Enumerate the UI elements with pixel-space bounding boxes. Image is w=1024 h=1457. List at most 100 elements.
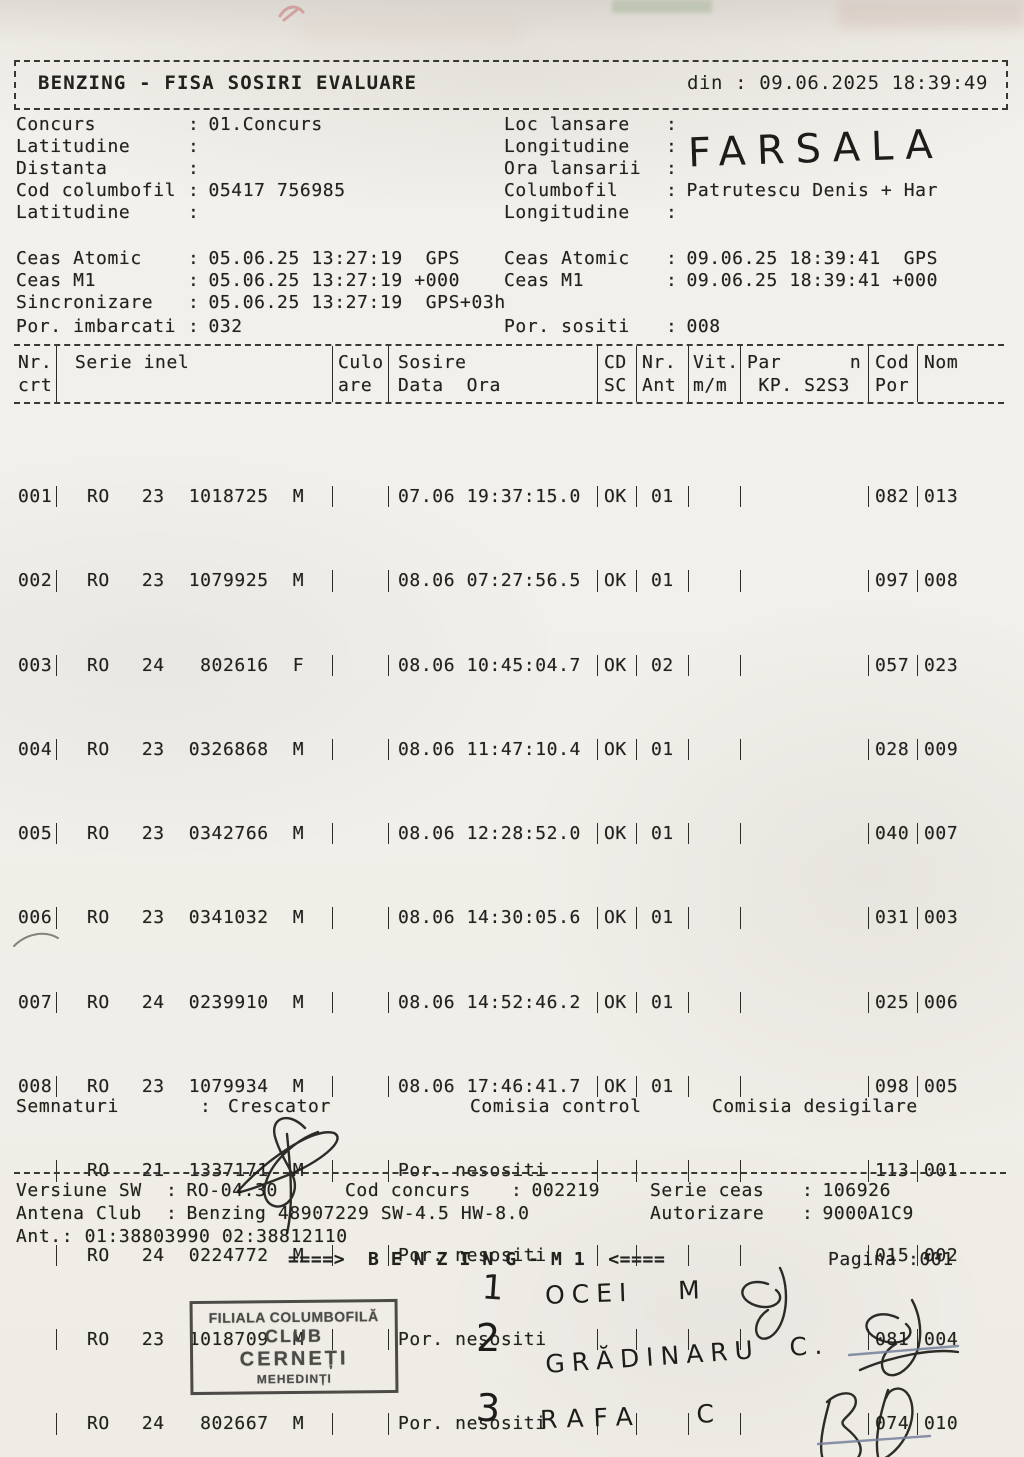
cell-nr-crt bbox=[14, 1160, 57, 1182]
committee-number-1: 1 bbox=[480, 1267, 506, 1309]
semnaturi-colon: : bbox=[200, 1096, 212, 1117]
stamp-line1: FILIALA COLUMBOFILĂ bbox=[208, 1307, 379, 1326]
por-imbarcati: Por. imbarcati:032 bbox=[16, 316, 243, 337]
antene-numbers-line: Ant.: 01:38803990 02:38812110 bbox=[16, 1226, 348, 1247]
versiune-sw-line: Versiune SW: RO-04.30 bbox=[16, 1180, 278, 1201]
cell-sosire: 08.06 11:47:10.4 bbox=[389, 738, 598, 761]
cell-nr-crt: 004 bbox=[14, 738, 57, 761]
cell-cd-sc: OK bbox=[598, 738, 637, 761]
table-body: 001 RO 23 1018725 M 07.06 19:37:15.0 OK 01 … bbox=[14, 402, 1004, 1457]
cell-nr-crt: 006 bbox=[14, 907, 57, 929]
crescator-label: Crescator bbox=[228, 1096, 331, 1117]
cell-serie-inel: RO 23 1079925 M bbox=[57, 570, 333, 592]
cell-cod-por: 028 bbox=[869, 738, 918, 761]
info-line-latitudine2: Latitudine: bbox=[16, 202, 200, 223]
cell-par bbox=[741, 738, 869, 761]
cell-sosire: 08.06 17:46:41.7 bbox=[389, 1076, 598, 1098]
cell-sosire: 08.06 14:30:05.6 bbox=[389, 907, 598, 929]
stamp-line4: MEHEDINȚI bbox=[256, 1371, 332, 1386]
cell-cod-por: 025 bbox=[869, 991, 918, 1014]
table-row: RO 23 1018709 M Por. nesositi 081 004 bbox=[14, 1328, 1004, 1351]
cell-culoare bbox=[333, 1076, 389, 1098]
cell-culoare bbox=[333, 907, 389, 929]
info-line-cod-columbofil: Cod columbofil:05417 756985 bbox=[16, 180, 346, 201]
cell-nr-crt bbox=[14, 1413, 57, 1435]
cell-cd-sc: OK bbox=[598, 486, 637, 508]
cell-cod-por: 057 bbox=[869, 654, 918, 676]
info-block: Concurs:01.Concurs Latitudine: Distanta:… bbox=[0, 0, 1024, 273]
cell-cd-sc bbox=[598, 1413, 637, 1435]
table-row: 001 RO 23 1018725 M 07.06 19:37:15.0 OK 01 … bbox=[14, 486, 1004, 508]
cell-nom: 008 bbox=[924, 570, 959, 592]
cell-par bbox=[741, 1413, 869, 1435]
semnaturi-label: Semnaturi bbox=[16, 1096, 119, 1117]
clock-sincronizare: Sincronizare:05.06.25 13:27:19 GPS+03h bbox=[16, 292, 506, 313]
cell-culoare bbox=[333, 1244, 389, 1266]
clock-m1-left: Ceas M1:05.06.25 13:27:19 +000 bbox=[16, 270, 461, 291]
cell-cd-sc bbox=[598, 1160, 637, 1182]
cell-nr-crt: 001 bbox=[14, 486, 57, 508]
cell-nr-ant bbox=[637, 1328, 689, 1351]
cell-par bbox=[741, 823, 869, 845]
cell-culoare bbox=[333, 654, 389, 676]
cell-nom: 009 bbox=[924, 738, 959, 760]
table-row: RO 24 802667 M Por. nesositi 074 010 bbox=[14, 1413, 1004, 1435]
table-row: 003 RO 24 802616 F 08.06 10:45:04.7 OK 02 0… bbox=[14, 654, 1004, 676]
cell-nr-crt: 007 bbox=[14, 991, 57, 1014]
col-serie-inel: Serie inel bbox=[57, 346, 333, 402]
serie-ceas-line: Serie ceas:106926 bbox=[650, 1180, 892, 1201]
cell-culoare bbox=[333, 1160, 389, 1182]
cell-culoare bbox=[333, 738, 389, 761]
benzing-banner: ====> B E N Z I N G - M 1 <==== bbox=[288, 1249, 666, 1270]
cell-cod-por: 031 bbox=[869, 907, 918, 929]
col-nom: Nom bbox=[924, 352, 959, 373]
col-vit: Vit. m/m bbox=[689, 346, 741, 402]
cell-vit bbox=[689, 654, 741, 676]
cell-nom: 007 bbox=[924, 823, 959, 845]
clock-atomic-right: Ceas Atomic:09.06.25 18:39:41 GPS bbox=[504, 248, 939, 269]
cell-culoare bbox=[333, 1413, 389, 1435]
cell-nr-ant: 01 bbox=[637, 907, 689, 929]
cell-nr-crt: 002 bbox=[14, 570, 57, 592]
info-line-longitudine1: Longitudine: bbox=[504, 136, 678, 157]
cell-nr-ant bbox=[637, 1413, 689, 1435]
cell-nr-ant bbox=[637, 1244, 689, 1266]
cell-serie-inel: RO 23 1018709 M bbox=[57, 1328, 333, 1351]
cell-sosire: 07.06 19:37:15.0 bbox=[389, 486, 598, 508]
cell-vit bbox=[689, 1244, 741, 1266]
committee-list: 1 OCEI M 2 GRĂDINARU C. 3 RAFA C bbox=[0, 819, 1024, 1434]
table-header: Nr. crt Serie inel Culo are Sosire Data Ora… bbox=[14, 344, 1004, 404]
cell-par bbox=[741, 1160, 869, 1182]
table-row: 004 RO 23 0326868 M 08.06 11:47:10.4 OK 01 … bbox=[14, 738, 1004, 761]
clock-block: Ceas Atomic:05.06.25 13:27:19 GPS Ceas M… bbox=[0, 248, 1024, 462]
cell-cod-por: 113 bbox=[869, 1160, 918, 1182]
clock-atomic-left: Ceas Atomic:05.06.25 13:27:19 GPS bbox=[16, 248, 461, 269]
cell-serie-inel: RO 24 802616 F bbox=[57, 654, 333, 676]
club-stamp: FILIALA COLUMBOFILĂ CLUB CERNEȚI MEHEDIN… bbox=[189, 1298, 399, 1396]
cell-sosire: Por. nesositi bbox=[389, 1328, 598, 1351]
cell-vit bbox=[689, 907, 741, 929]
table-row: 005 RO 23 0342766 M 08.06 12:28:52.0 OK 01 … bbox=[14, 823, 1004, 845]
committee-name-1: OCEI M bbox=[544, 1275, 708, 1310]
info-line-latitudine1: Latitudine: bbox=[16, 136, 200, 157]
cell-nom: 005 bbox=[924, 1076, 959, 1098]
handwritten-location: FARSALA bbox=[687, 121, 945, 177]
cell-sosire: 08.06 07:27:56.5 bbox=[389, 570, 598, 592]
cell-nom: 001 bbox=[924, 1160, 959, 1182]
cell-vit bbox=[689, 1328, 741, 1351]
cell-nr-crt bbox=[14, 1328, 57, 1351]
stamp-line3: CERNEȚI bbox=[239, 1346, 349, 1371]
cell-nom: 010 bbox=[924, 1413, 959, 1435]
cell-cd-sc: OK bbox=[598, 907, 637, 929]
cell-nom: 023 bbox=[924, 654, 959, 676]
cell-nom: 004 bbox=[924, 1328, 959, 1350]
cell-vit bbox=[689, 570, 741, 592]
cell-serie-inel: RO 23 0341032 M bbox=[57, 907, 333, 929]
cell-nr-crt: 005 bbox=[14, 823, 57, 845]
cell-nr-ant bbox=[637, 1160, 689, 1182]
clock-m1-right: Ceas M1:09.06.25 18:39:41 +000 bbox=[504, 270, 939, 291]
cell-par bbox=[741, 907, 869, 929]
cell-cd-sc: OK bbox=[598, 654, 637, 676]
cell-nr-crt: 008 bbox=[14, 1076, 57, 1098]
